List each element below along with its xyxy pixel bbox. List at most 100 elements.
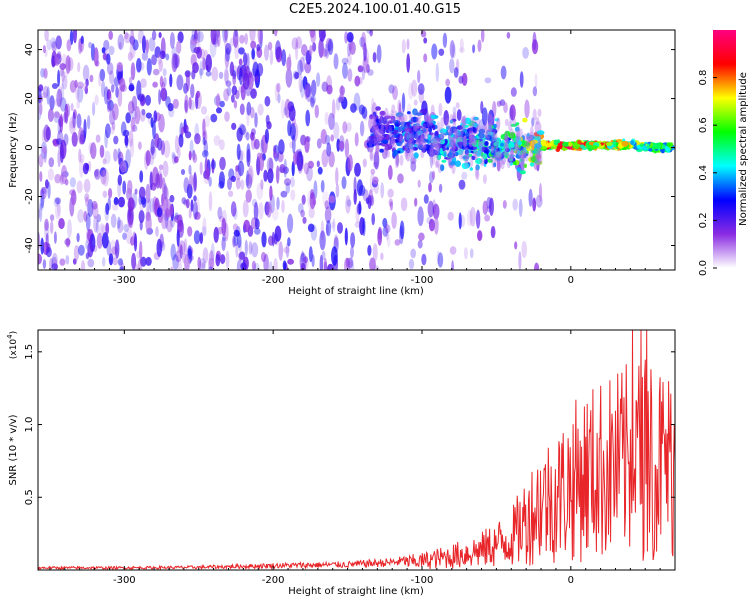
spectrogram-cell xyxy=(140,78,147,88)
spectrogram-cell xyxy=(94,94,99,106)
spectrogram-ridge-cell xyxy=(472,123,479,128)
spectrogram-cell xyxy=(176,74,184,91)
spectrogram-cell xyxy=(199,258,206,270)
spectrogram-cell xyxy=(302,76,308,91)
spectrogram-cell xyxy=(118,41,122,50)
spectrogram-ridge-cell xyxy=(553,139,559,146)
spectrogram-cell xyxy=(63,133,69,146)
spectrogram-cell xyxy=(448,124,452,137)
spectrogram-cell xyxy=(113,77,118,89)
spectrogram-cell xyxy=(247,167,253,187)
spectrogram-cell xyxy=(385,222,389,241)
spectrogram-ridge-cell xyxy=(406,121,411,128)
spectrogram-ridge-cell xyxy=(486,131,494,135)
spectrogram-cell xyxy=(61,68,65,83)
spectrogram-cell xyxy=(280,99,286,119)
spectrogram-cell xyxy=(341,176,347,190)
spectrogram-cell xyxy=(500,65,507,80)
spectrogram-cell xyxy=(310,30,317,44)
spectrogram-cell xyxy=(256,44,261,52)
spectrogram-cell xyxy=(203,140,208,157)
spectrogram-cell xyxy=(58,86,63,101)
spectrogram-cell xyxy=(415,137,420,149)
spectrogram-cell xyxy=(112,103,119,121)
spectrogram-cell xyxy=(318,30,326,42)
spectrogram-cell xyxy=(56,198,61,217)
spectrogram-cell xyxy=(431,152,436,165)
spectrogram-cell xyxy=(346,52,352,66)
spectrogram-ridge-cell xyxy=(528,134,535,140)
spectrogram-cell xyxy=(325,220,332,237)
spectrogram-ridge-cell xyxy=(482,153,488,160)
spectrogram-cell xyxy=(139,240,143,260)
spectrogram-cell xyxy=(535,146,540,161)
spectrogram-cell xyxy=(388,125,393,138)
spectrogram-cell xyxy=(430,104,435,117)
spectrogram-cell xyxy=(89,74,94,83)
spectrogram-cell xyxy=(193,230,201,245)
spectrogram-cell xyxy=(219,139,225,151)
spectrogram-cell xyxy=(433,216,439,235)
spectrogram-cell xyxy=(83,178,91,193)
spectrogram-cell xyxy=(167,103,174,112)
spectrogram-ridge-cell xyxy=(509,162,513,166)
spectrogram-cell xyxy=(316,72,321,87)
spectrogram-ridge-cell xyxy=(514,126,520,132)
spectrogram-cell xyxy=(197,256,201,270)
spectrogram-cell xyxy=(204,115,210,128)
spectrogram-cell xyxy=(428,182,432,193)
spectrogram-ridge-cell xyxy=(415,112,423,116)
spectrogram-cell xyxy=(67,219,72,239)
spectrogram-cell xyxy=(320,180,325,193)
spectrogram-cell xyxy=(120,82,125,92)
spectrogram-cell xyxy=(498,153,503,168)
spectrogram-cell xyxy=(509,149,514,160)
spectrogram-cell xyxy=(236,259,243,270)
spectrogram-cell xyxy=(180,169,186,175)
spectrogram-cell xyxy=(225,47,231,62)
spectrogram-cell xyxy=(61,75,68,90)
spectrogram-cell xyxy=(59,68,65,77)
spectrogram-cell xyxy=(386,112,391,126)
spectrogram-cell xyxy=(250,131,255,141)
spectrogram-cell xyxy=(42,45,47,54)
spectrogram-cell xyxy=(279,163,286,174)
spectrogram-cell xyxy=(111,121,116,131)
spectrogram-ridge-cell xyxy=(381,117,388,121)
snr-x-label: Height of straight line (km) xyxy=(288,586,424,597)
spectrogram-cell xyxy=(475,124,480,135)
spectrogram-cell xyxy=(120,84,127,92)
spectrogram-cell xyxy=(223,88,230,102)
spectrogram-cell xyxy=(188,164,192,175)
spectrogram-cell xyxy=(450,142,455,155)
spectrogram-cell xyxy=(325,224,329,236)
spectrogram-cell xyxy=(128,130,134,147)
spectrogram-ridge-cell xyxy=(580,144,585,149)
spectrogram-ridge-cell xyxy=(508,157,513,162)
spectrogram-cell xyxy=(369,149,374,160)
spectrogram-cell xyxy=(522,147,527,157)
spectrogram-cell xyxy=(256,152,262,160)
spectrogram-cell xyxy=(44,30,49,42)
spectrogram-ridge-cell xyxy=(508,154,515,158)
spectrogram-cell xyxy=(415,122,420,135)
spectrogram-cell xyxy=(535,116,540,125)
spectrogram-ridge-cell xyxy=(422,121,431,129)
spectrogram-cell xyxy=(324,206,332,224)
spectrogram-cell xyxy=(529,125,534,140)
spectrogram-cell xyxy=(158,113,165,133)
spectrogram-cell xyxy=(406,103,412,119)
spectrogram-ridge-cell xyxy=(654,143,661,150)
spectrogram-cell xyxy=(65,55,71,74)
spectrogram-ridge-cell xyxy=(485,134,492,141)
spectrogram-cell xyxy=(525,135,530,144)
spectrogram-ridge-cell xyxy=(646,143,650,150)
spectrogram-cell xyxy=(413,108,418,117)
spectrogram-cell xyxy=(376,44,382,64)
spectrogram-cell xyxy=(494,154,499,162)
spectrogram-ridge-cell xyxy=(605,141,613,146)
spectrogram-cell xyxy=(449,58,455,74)
spectrogram-cell xyxy=(224,43,232,55)
spectrogram-ridge-cell xyxy=(465,132,471,138)
spectrogram-ridge-cell xyxy=(412,146,419,151)
